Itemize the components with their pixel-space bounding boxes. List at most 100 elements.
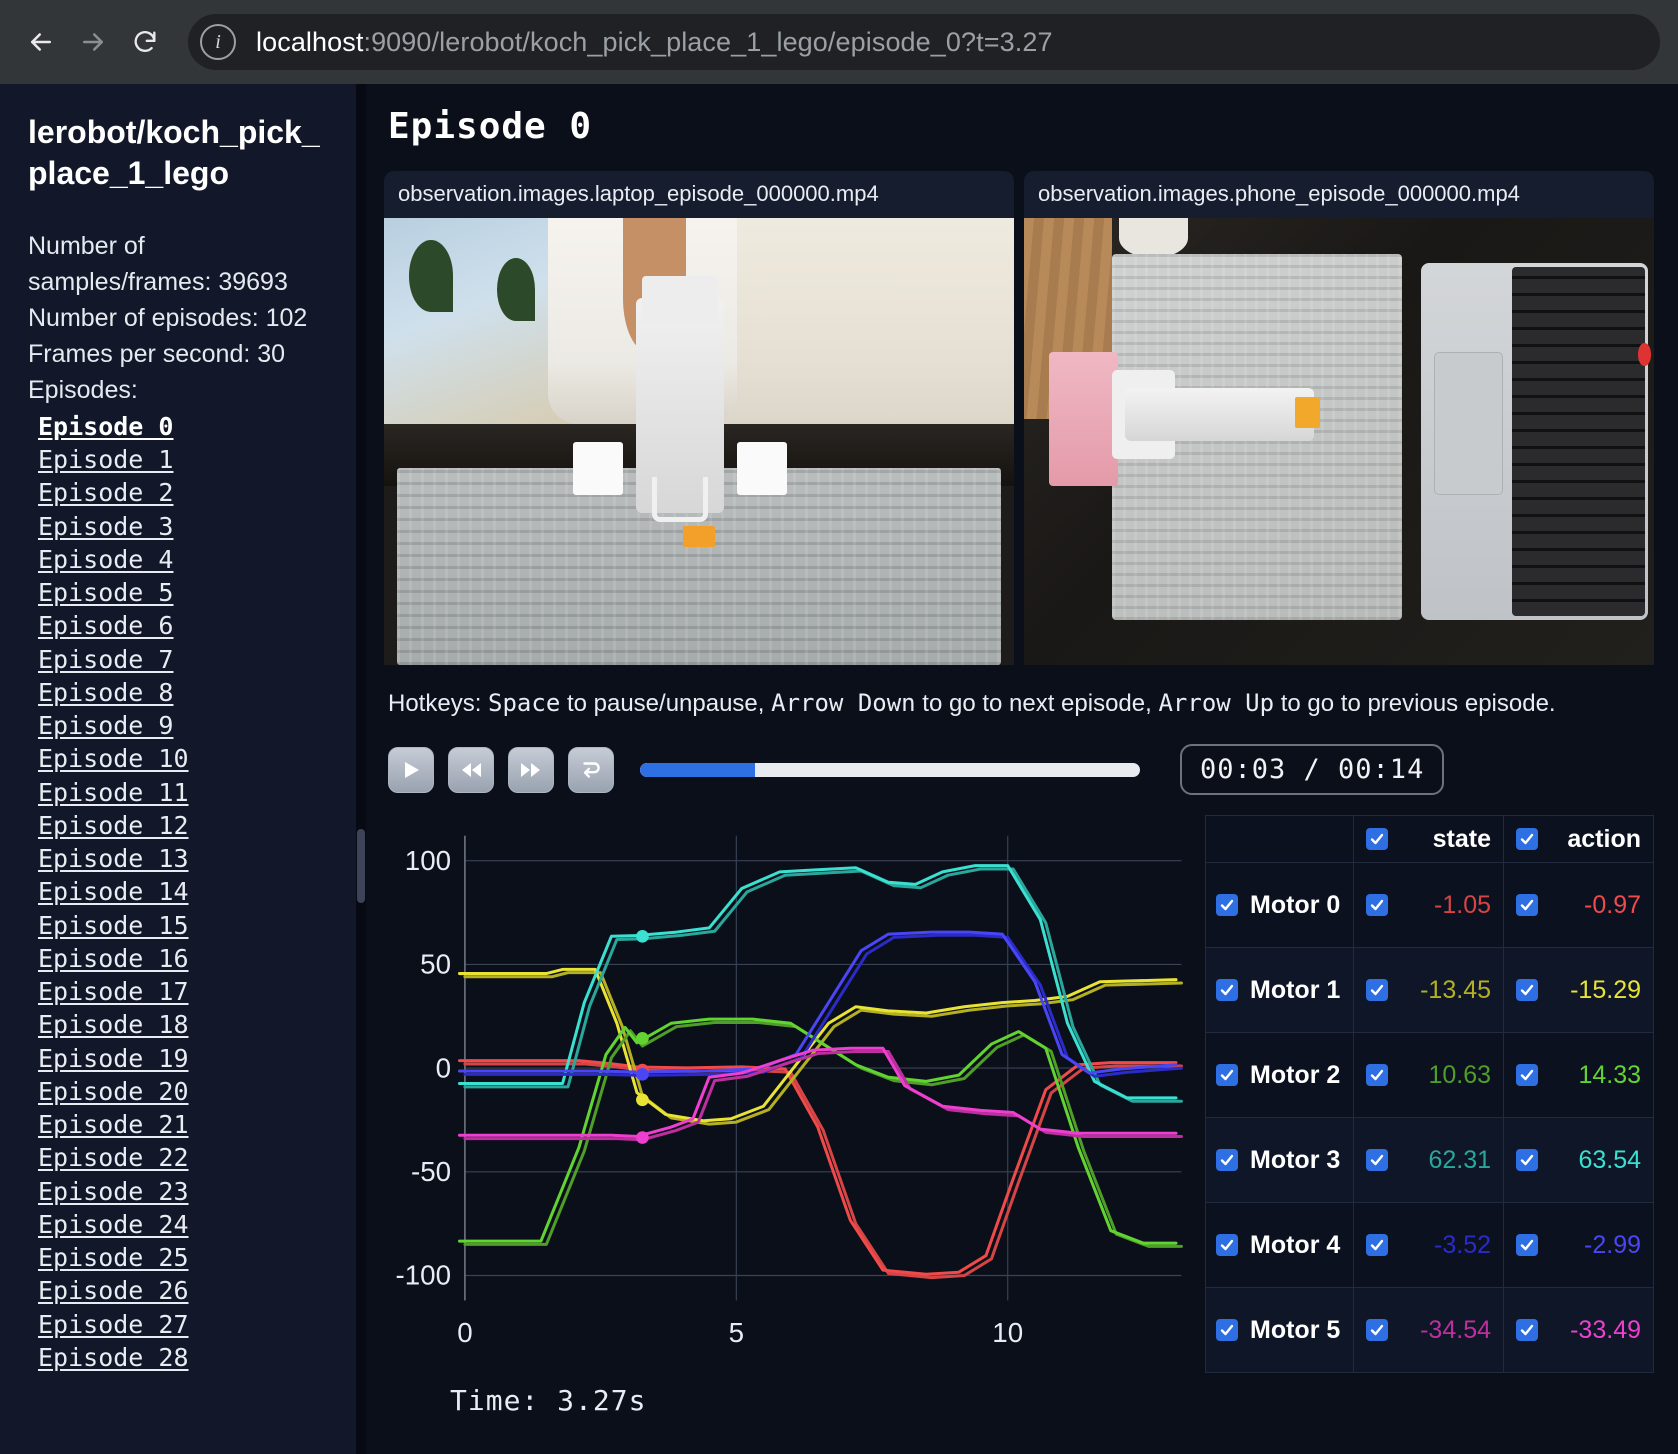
motor-action-checkbox-1[interactable] (1516, 979, 1538, 1001)
sidebar-item-episode-1[interactable]: Episode 1 (38, 445, 174, 475)
motor-action-cell: -33.49 (1503, 1287, 1654, 1373)
sidebar-item-episode-15[interactable]: Episode 15 (38, 910, 189, 940)
motor-state-cell: 62.31 (1353, 1117, 1504, 1203)
bowl-decor (1118, 218, 1188, 259)
sidebar-item-episode-18[interactable]: Episode 18 (38, 1010, 189, 1040)
sidebar-item-episode-4[interactable]: Episode 4 (38, 544, 174, 574)
play-icon[interactable] (388, 746, 434, 793)
list-item: Episode 0 (38, 410, 330, 443)
sidebar-item-episode-24[interactable]: Episode 24 (38, 1209, 189, 1239)
sidebar-item-episode-9[interactable]: Episode 9 (38, 711, 174, 741)
motor-action-checkbox-5[interactable] (1516, 1319, 1538, 1341)
motor-action-checkbox-0[interactable] (1516, 894, 1538, 916)
sidebar-item-episode-28[interactable]: Episode 28 (38, 1342, 189, 1372)
motor-state-cell: -34.54 (1353, 1287, 1504, 1373)
motor-state-checkbox-4[interactable] (1366, 1234, 1388, 1256)
motor-action-checkbox-4[interactable] (1516, 1234, 1538, 1256)
num-episodes-text: Number of episodes: 102 (28, 303, 308, 332)
motor-table-wrap: state action Motor 0 -1.05 -0.97 Mot (1205, 815, 1654, 1373)
motor-state-checkbox-3[interactable] (1366, 1149, 1388, 1171)
address-bar[interactable]: i localhost:9090/lerobot/koch_pick_place… (188, 14, 1660, 70)
sidebar-item-episode-8[interactable]: Episode 8 (38, 677, 174, 707)
fast-forward-icon[interactable] (508, 746, 554, 793)
forward-icon[interactable] (70, 19, 116, 65)
sidebar-item-episode-13[interactable]: Episode 13 (38, 844, 189, 874)
back-icon[interactable] (18, 19, 64, 65)
resize-grip[interactable] (357, 829, 365, 903)
motor-action-value-5: -33.49 (1570, 1315, 1641, 1344)
sidebar-item-episode-26[interactable]: Episode 26 (38, 1276, 189, 1306)
list-item: Episode 11 (38, 776, 330, 809)
robot-head (642, 276, 718, 326)
chart-line-action-motor-2 (457, 1017, 1178, 1245)
y-tick-label: 100 (405, 845, 451, 876)
sidebar-item-episode-3[interactable]: Episode 3 (38, 511, 174, 541)
motor-label-cell: Motor 4 (1205, 1202, 1354, 1288)
motor-label-cell: Motor 0 (1205, 862, 1354, 948)
motor-action-checkbox-3[interactable] (1516, 1149, 1538, 1171)
motor-state-checkbox-1[interactable] (1366, 979, 1388, 1001)
video-caption-laptop: observation.images.laptop_episode_000000… (384, 171, 1014, 218)
hotkey-arrow-up: Arrow Up (1158, 689, 1275, 717)
seek-slider[interactable] (640, 747, 1140, 793)
loop-icon[interactable] (568, 746, 614, 793)
motor-state-checkbox-2[interactable] (1366, 1064, 1388, 1086)
sidebar-item-episode-0[interactable]: Episode 0 (38, 411, 174, 441)
hotkey-text-1: to pause/unpause, (560, 690, 772, 717)
sidebar-item-episode-25[interactable]: Episode 25 (38, 1243, 189, 1273)
motor-row-checkbox-3[interactable] (1216, 1149, 1238, 1171)
sidebar-item-episode-20[interactable]: Episode 20 (38, 1076, 189, 1106)
list-item: Episode 24 (38, 1208, 330, 1241)
sidebar-item-episode-21[interactable]: Episode 21 (38, 1110, 189, 1140)
sidebar-item-episode-7[interactable]: Episode 7 (38, 644, 174, 674)
y-tick-label: 0 (436, 1052, 451, 1083)
motor-row-checkbox-5[interactable] (1216, 1319, 1238, 1341)
video-grid: observation.images.laptop_episode_000000… (384, 171, 1654, 665)
chart-svg[interactable]: -100 -50 0 50 100 0 5 10 (384, 815, 1193, 1370)
rewind-icon[interactable] (448, 746, 494, 793)
state-column-label: state (1432, 824, 1491, 853)
motor-row-checkbox-1[interactable] (1216, 979, 1238, 1001)
sidebar-resize-divider[interactable] (356, 84, 366, 1454)
motor-row-checkbox-2[interactable] (1216, 1064, 1238, 1086)
video-player-phone[interactable] (1024, 218, 1654, 665)
sidebar-item-episode-23[interactable]: Episode 23 (38, 1176, 189, 1206)
video-player-laptop[interactable] (384, 218, 1014, 665)
video-card-phone: observation.images.phone_episode_000000.… (1024, 171, 1654, 665)
timeseries-chart[interactable]: -100 -50 0 50 100 0 5 10 Time: 3.27s (384, 815, 1193, 1417)
action-column-checkbox[interactable] (1516, 828, 1538, 850)
reload-icon[interactable] (122, 19, 168, 65)
sidebar-item-episode-22[interactable]: Episode 22 (38, 1143, 189, 1173)
progress-track[interactable] (640, 762, 1140, 777)
motor-action-checkbox-2[interactable] (1516, 1064, 1538, 1086)
motor-state-checkbox-5[interactable] (1366, 1319, 1388, 1341)
motor-row-checkbox-4[interactable] (1216, 1234, 1238, 1256)
motor-state-checkbox-0[interactable] (1366, 894, 1388, 916)
chart-x-tick-labels: 0 5 10 (457, 1317, 1023, 1348)
site-info-icon[interactable]: i (200, 24, 236, 60)
episode-heading: Episode 0 (388, 106, 593, 147)
sidebar-item-episode-27[interactable]: Episode 27 (38, 1309, 189, 1339)
sidebar-item-episode-14[interactable]: Episode 14 (38, 877, 189, 907)
sidebar-item-episode-12[interactable]: Episode 12 (38, 810, 189, 840)
y-tick-label: -50 (411, 1156, 451, 1187)
list-item: Episode 27 (38, 1308, 330, 1341)
motor-state-value-3: 62.31 (1428, 1145, 1491, 1174)
sidebar-item-episode-6[interactable]: Episode 6 (38, 611, 174, 641)
sidebar-item-episode-2[interactable]: Episode 2 (38, 478, 174, 508)
sidebar-item-episode-10[interactable]: Episode 10 (38, 744, 189, 774)
sticker-box-left (573, 441, 624, 496)
sidebar-item-episode-19[interactable]: Episode 19 (38, 1043, 189, 1073)
hotkeys-hint: Hotkeys: Space to pause/unpause, Arrow D… (388, 689, 1654, 718)
motor-row-checkbox-0[interactable] (1216, 894, 1238, 916)
list-item: Episode 23 (38, 1175, 330, 1208)
sidebar-item-episode-17[interactable]: Episode 17 (38, 977, 189, 1007)
sidebar-item-episode-11[interactable]: Episode 11 (38, 777, 189, 807)
sidebar-item-episode-16[interactable]: Episode 16 (38, 943, 189, 973)
time-display: 00:03 / 00:14 (1180, 744, 1445, 795)
list-item: Episode 19 (38, 1042, 330, 1075)
state-column-checkbox[interactable] (1366, 828, 1388, 850)
sidebar-item-episode-5[interactable]: Episode 5 (38, 578, 174, 608)
url-host: localhost (256, 26, 364, 57)
sticker-box-right (736, 441, 788, 496)
